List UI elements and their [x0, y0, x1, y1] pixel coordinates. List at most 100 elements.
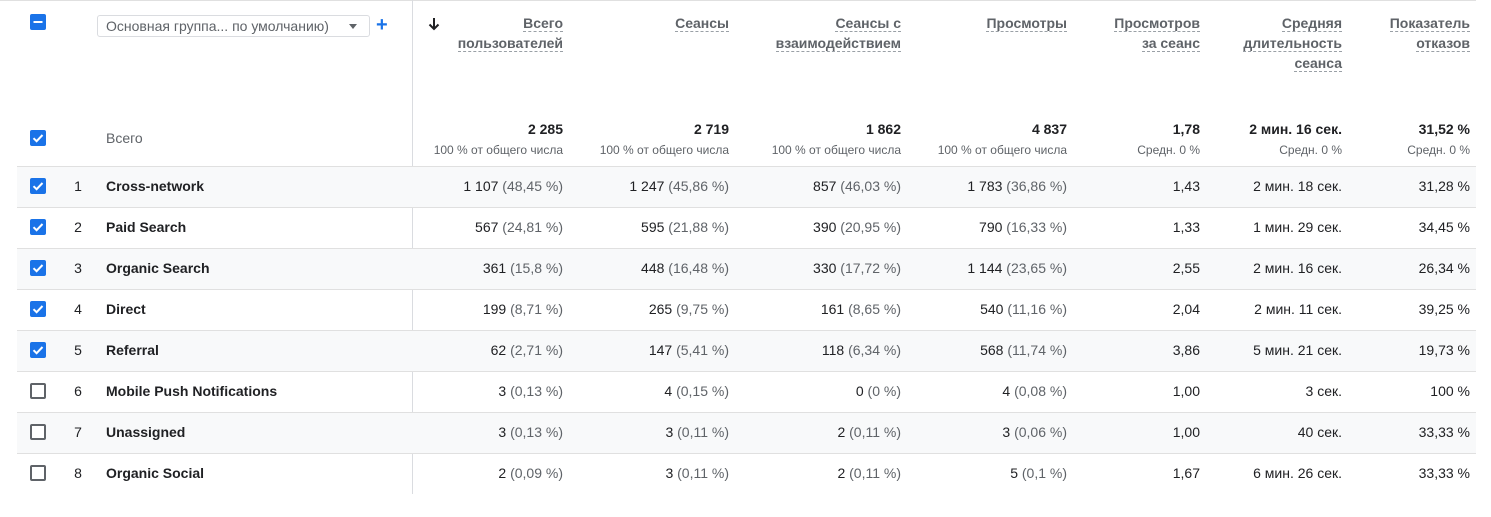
- metric-percent: (0,13 %): [510, 424, 563, 440]
- metric-cell: 2,04: [1080, 301, 1200, 317]
- row-number: 4: [74, 301, 82, 317]
- column-header-text: Сеансы: [675, 15, 729, 32]
- metric-cell: 540 (11,16 %): [917, 301, 1067, 317]
- metric-cell: 39,25 %: [1350, 301, 1470, 317]
- metric-cell: 3,86: [1080, 342, 1200, 358]
- table-row[interactable]: [17, 207, 1476, 248]
- metric-percent: (48,45 %): [502, 178, 563, 194]
- table-row[interactable]: [17, 453, 1476, 494]
- metric-cell: 62 (2,71 %): [413, 342, 563, 358]
- metric-value: 4: [664, 383, 673, 399]
- metric-percent: (24,81 %): [502, 219, 563, 235]
- top-divider: [0, 0, 1476, 1]
- metric-cell: 1,33: [1080, 219, 1200, 235]
- metric-percent: (15,8 %): [510, 260, 563, 276]
- metric-percent: (0 %): [867, 383, 901, 399]
- metric-value: 1 783: [967, 178, 1003, 194]
- metric-cell: 5 мин. 21 сек.: [1212, 342, 1342, 358]
- metric-value: 33,33 %: [1418, 424, 1470, 440]
- row-number: 6: [74, 383, 82, 399]
- total-subtext: Средн. 0 %: [1407, 143, 1470, 157]
- metric-percent: (0,11 %): [677, 424, 729, 440]
- column-header-3[interactable]: Сеансы с взаимодействием: [741, 13, 901, 53]
- metric-value: 3: [498, 424, 507, 440]
- metric-value: 19,73 %: [1418, 342, 1470, 358]
- column-header-text: за сеанс: [1141, 35, 1200, 52]
- row-checkbox[interactable]: [30, 301, 46, 317]
- metric-cell: 567 (24,81 %): [413, 219, 563, 235]
- metric-value: 3,86: [1172, 342, 1200, 358]
- table-row[interactable]: [17, 289, 1476, 330]
- column-header-2[interactable]: Сеансы: [579, 13, 729, 33]
- metric-value: 118: [821, 342, 845, 358]
- column-header-1[interactable]: Всего пользователей: [413, 13, 563, 53]
- row-checkbox[interactable]: [30, 342, 46, 358]
- metric-value: 2,55: [1172, 260, 1200, 276]
- row-number: 2: [74, 219, 82, 235]
- table-row[interactable]: [17, 166, 1476, 207]
- metric-percent: (11,74 %): [1007, 342, 1067, 358]
- row-number: 7: [74, 424, 82, 440]
- total-value: 4 837: [1031, 121, 1067, 137]
- row-checkbox[interactable]: [30, 178, 46, 194]
- metric-percent: (2,71 %): [510, 342, 563, 358]
- metric-cell: 1,67: [1080, 465, 1200, 481]
- table-row[interactable]: [17, 330, 1476, 371]
- select-all-checkbox[interactable]: [30, 14, 46, 30]
- table-row[interactable]: [17, 412, 1476, 453]
- metric-value: 361: [482, 260, 507, 276]
- metric-value: 540: [980, 301, 1004, 317]
- metric-cell: 19,73 %: [1350, 342, 1470, 358]
- metric-cell: 3 (0,11 %): [579, 424, 729, 440]
- metric-value: 40 сек.: [1297, 424, 1342, 440]
- metric-value: 5: [1010, 465, 1018, 481]
- sort-descending-icon[interactable]: [427, 16, 441, 37]
- metric-percent: (11,16 %): [1007, 301, 1067, 317]
- metric-cell: 1 144 (23,65 %): [917, 260, 1067, 276]
- check-icon: [32, 182, 44, 191]
- metric-cell: 448 (16,48 %): [579, 260, 729, 276]
- row-checkbox[interactable]: [30, 383, 46, 399]
- metric-cell: 118 (6,34 %): [741, 342, 901, 358]
- metric-percent: (0,11 %): [677, 465, 729, 481]
- column-header-4[interactable]: Просмотры: [917, 13, 1067, 33]
- metric-percent: (0,06 %): [1014, 424, 1067, 440]
- metric-cell: 568 (11,74 %): [917, 342, 1067, 358]
- total-checkbox[interactable]: [30, 130, 46, 146]
- row-checkbox[interactable]: [30, 465, 46, 481]
- metric-value: 790: [979, 219, 1003, 235]
- row-checkbox[interactable]: [30, 424, 46, 440]
- column-header-7[interactable]: Показатель отказов: [1350, 13, 1470, 53]
- row-checkbox[interactable]: [30, 219, 46, 235]
- metric-cell: 4 (0,15 %): [579, 383, 729, 399]
- total-subtext: 100 % от общего числа: [433, 143, 563, 157]
- table-row[interactable]: [17, 248, 1476, 289]
- metric-cell: 1,00: [1080, 383, 1200, 399]
- row-number: 3: [74, 260, 82, 276]
- row-checkbox[interactable]: [30, 260, 46, 276]
- add-dimension-button[interactable]: +: [376, 14, 388, 36]
- metric-cell: 1 107 (48,45 %): [413, 178, 563, 194]
- metric-value: 100 %: [1430, 383, 1470, 399]
- metric-value: 1,43: [1172, 178, 1200, 194]
- metric-cell: 330 (17,72 %): [741, 260, 901, 276]
- table-row[interactable]: [17, 371, 1476, 412]
- column-header-6[interactable]: Средняя длительность сеанса: [1212, 13, 1342, 73]
- metric-percent: (5,41 %): [676, 342, 729, 358]
- metric-cell: 2 мин. 16 сек.: [1212, 260, 1342, 276]
- column-header-text: длительность: [1243, 35, 1342, 52]
- total-label: Всего: [106, 130, 143, 146]
- dimension-dropdown[interactable]: Основная группа... по умолчанию): [97, 15, 370, 37]
- metric-value: 4: [1002, 383, 1011, 399]
- metric-value: 2: [837, 424, 846, 440]
- metric-value: 2 мин. 11 сек.: [1254, 301, 1342, 317]
- column-header-text: сеанса: [1294, 55, 1342, 72]
- metric-percent: (6,34 %): [848, 342, 901, 358]
- column-divider: [412, 0, 413, 494]
- metric-value: 161: [820, 301, 845, 317]
- column-header-5[interactable]: Просмотров за сеанс: [1080, 13, 1200, 53]
- metric-cell: 2 мин. 18 сек.: [1212, 178, 1342, 194]
- metric-cell: 2 мин. 11 сек.: [1212, 301, 1342, 317]
- column-header-text: Просмотров: [1114, 15, 1200, 32]
- metric-percent: (16,48 %): [668, 260, 729, 276]
